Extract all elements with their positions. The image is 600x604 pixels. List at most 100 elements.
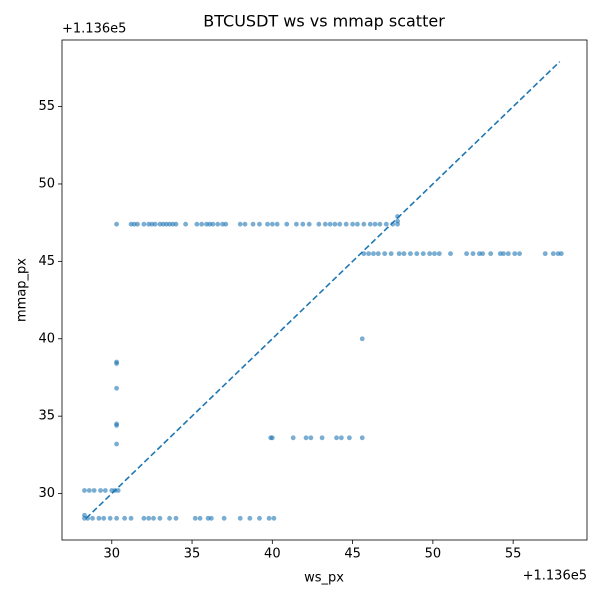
point — [332, 221, 338, 227]
point — [114, 441, 119, 447]
point — [322, 221, 328, 227]
point — [115, 488, 121, 493]
point — [367, 221, 373, 227]
point — [375, 251, 381, 257]
point — [470, 251, 476, 257]
plot-frame — [61, 39, 588, 541]
point — [359, 435, 365, 441]
point — [316, 221, 322, 227]
point — [157, 515, 163, 521]
chart-title: BTCUSDT ws vs mmap scatter — [203, 12, 445, 31]
point — [194, 221, 200, 227]
point — [237, 515, 243, 521]
point — [141, 221, 147, 227]
point — [366, 251, 372, 257]
x-offset-label: +1.136e5 — [523, 569, 587, 584]
point — [382, 251, 388, 257]
point — [146, 515, 152, 521]
point — [98, 488, 103, 493]
point — [517, 251, 522, 257]
point — [464, 251, 469, 257]
point — [197, 515, 203, 521]
point — [271, 515, 277, 521]
point — [294, 221, 299, 227]
point — [303, 435, 309, 441]
point — [114, 359, 119, 365]
point — [377, 221, 383, 227]
point — [480, 251, 486, 257]
point — [107, 515, 113, 521]
point — [432, 251, 437, 257]
point — [488, 251, 494, 257]
point — [396, 251, 402, 257]
x-tick-label: 40 — [264, 547, 281, 562]
point — [257, 221, 262, 227]
point — [395, 218, 400, 224]
point — [82, 488, 87, 493]
y-tick-label: 50 — [38, 176, 55, 191]
point — [173, 515, 179, 521]
point — [247, 515, 253, 521]
point — [448, 251, 453, 257]
point — [208, 515, 214, 521]
point — [542, 251, 548, 257]
point — [82, 512, 87, 518]
point — [265, 221, 270, 227]
point — [102, 488, 108, 493]
point — [151, 515, 156, 521]
point — [558, 251, 564, 257]
point — [199, 221, 205, 227]
y-tick-label: 45 — [38, 254, 55, 269]
point — [152, 221, 158, 227]
y-axis-label: mmap_px — [15, 258, 30, 322]
point — [327, 221, 333, 227]
point — [284, 221, 290, 227]
point — [269, 435, 275, 441]
point — [300, 221, 306, 227]
point — [343, 221, 349, 227]
point — [512, 251, 518, 257]
point — [167, 515, 172, 521]
point — [359, 336, 365, 342]
point — [414, 251, 420, 257]
point — [221, 515, 227, 521]
y-tick-label: 35 — [38, 409, 55, 424]
point — [427, 251, 433, 257]
point — [90, 515, 95, 521]
point — [290, 435, 296, 441]
point — [114, 421, 119, 427]
point — [269, 221, 275, 227]
x-axis-label: ws_px — [304, 571, 344, 586]
point — [505, 251, 511, 257]
point — [101, 515, 107, 521]
point — [388, 251, 394, 257]
point — [114, 221, 119, 227]
point — [215, 221, 221, 227]
point — [308, 435, 314, 441]
y-tick-label: 30 — [38, 486, 55, 501]
point — [91, 488, 97, 493]
point — [407, 251, 413, 257]
y-tick-label: 40 — [38, 331, 55, 346]
point — [135, 221, 140, 227]
point — [355, 221, 360, 227]
y-tick-label: 55 — [38, 99, 55, 114]
point — [122, 515, 128, 521]
point — [346, 435, 352, 441]
point — [334, 435, 339, 441]
point — [114, 515, 119, 521]
x-tick-label: 45 — [344, 547, 361, 562]
point — [114, 385, 119, 391]
point — [338, 435, 344, 441]
point — [128, 515, 134, 521]
point — [266, 515, 272, 521]
x-tick-label: 50 — [425, 547, 442, 562]
point — [242, 221, 248, 227]
point — [350, 221, 355, 227]
point — [383, 221, 389, 227]
x-tick-label: 30 — [103, 547, 120, 562]
point — [306, 221, 312, 227]
x-tick-label: 55 — [505, 547, 522, 562]
